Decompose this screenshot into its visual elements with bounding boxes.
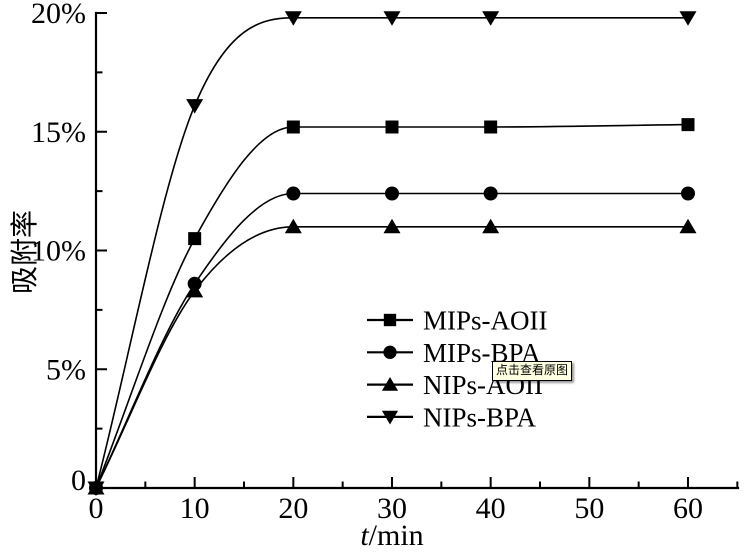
circle-marker-icon xyxy=(385,186,399,201)
x-axis-title: t/min xyxy=(360,519,423,552)
circle-marker-icon xyxy=(286,186,301,201)
axis-ticks xyxy=(96,12,739,488)
x-tick-label: 20 xyxy=(278,492,308,525)
triangle-down-marker-icon xyxy=(186,99,204,114)
y-tick-label: 15% xyxy=(31,116,86,149)
legend-label: NIPs-BPA xyxy=(423,402,537,432)
square-marker-icon xyxy=(484,120,498,134)
y-tick-labels: 0 5% 10% 15% 20% xyxy=(31,0,86,497)
view-original-badge[interactable]: 点击查看原图 xyxy=(492,361,573,381)
series-curve-MIPs-AOII xyxy=(95,123,689,489)
square-marker-icon xyxy=(383,313,397,327)
x-tick-label: 40 xyxy=(476,492,506,525)
legend-item-MIPs-AOII: MIPs-AOII xyxy=(367,306,548,336)
triangle-down-marker-icon xyxy=(87,481,105,496)
x-tick-labels: 0 10 20 30 40 50 60 xyxy=(89,492,704,525)
triangle-down-marker-icon xyxy=(381,410,399,425)
legend-label: MIPs-AOII xyxy=(423,306,548,336)
axis-lines xyxy=(94,11,740,490)
x-tick-label: 60 xyxy=(673,492,703,525)
series-markers-NIPs-BPA xyxy=(87,11,697,496)
triangle-up-marker-icon xyxy=(383,218,401,234)
triangle-up-marker-icon xyxy=(679,218,697,234)
series-curve-NIPs-AOII xyxy=(95,225,688,489)
x-tick-label: 50 xyxy=(574,492,604,525)
square-marker-icon xyxy=(385,120,399,134)
triangle-up-marker-icon xyxy=(381,377,399,391)
legend-item-NIPs-BPA: NIPs-BPA xyxy=(367,402,537,432)
triangle-up-marker-icon xyxy=(186,282,204,298)
x-tick-label: 30 xyxy=(377,492,407,525)
x-tick-label: 10 xyxy=(180,492,210,525)
y-tick-label: 10% xyxy=(31,235,86,268)
square-marker-icon xyxy=(188,232,202,246)
triangle-down-marker-icon xyxy=(482,11,500,26)
circle-marker-icon xyxy=(483,186,498,201)
triangle-down-marker-icon xyxy=(679,11,697,26)
series-curve-NIPs-BPA xyxy=(95,16,688,489)
circle-marker-icon xyxy=(681,186,695,201)
triangle-down-marker-icon xyxy=(284,11,302,26)
square-marker-icon xyxy=(286,120,300,134)
triangle-down-marker-icon xyxy=(383,11,401,26)
y-tick-label: 5% xyxy=(46,353,86,386)
triangle-up-marker-icon xyxy=(482,218,500,234)
y-tick-label: 0 xyxy=(71,464,86,497)
legend-item-MIPs-BPA: MIPs-BPA xyxy=(367,338,541,368)
y-axis-title: 吸附率 xyxy=(9,210,41,294)
series-curve-MIPs-BPA xyxy=(95,192,688,489)
y-tick-label: 20% xyxy=(31,0,86,30)
square-marker-icon xyxy=(681,118,695,132)
series-markers-NIPs-AOII xyxy=(87,218,697,495)
triangle-up-marker-icon xyxy=(284,218,302,234)
x-tick-label: 0 xyxy=(89,492,104,525)
circle-marker-icon xyxy=(383,345,397,359)
